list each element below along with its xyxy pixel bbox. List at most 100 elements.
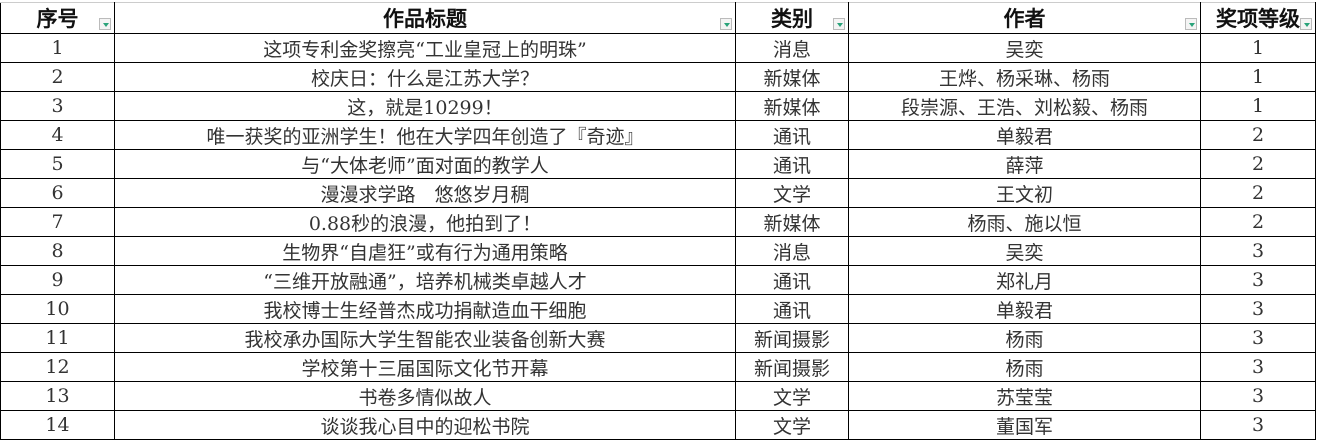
filter-dropdown-icon[interactable]	[833, 18, 845, 30]
cell-title[interactable]: 与“大体老师”面对面的教学人	[114, 149, 736, 179]
cell-title[interactable]: 校庆日：什么是江苏大学？	[114, 62, 736, 92]
table-row: 6 漫漫求学路 悠悠岁月稠 文学 王文初 2	[0, 178, 1316, 208]
cell-title[interactable]: 谈谈我心目中的迎松书院	[114, 410, 736, 440]
table-row: 3 这，就是10299！ 新媒体 段崇源、王浩、刘松毅、杨雨 1	[0, 91, 1316, 121]
cell-award-level[interactable]: 3	[1200, 323, 1316, 353]
cell-award-level[interactable]: 1	[1200, 62, 1316, 92]
table-row: 12 学校第十三届国际文化节开幕 新闻摄影 杨雨 3	[0, 352, 1316, 382]
cell-title[interactable]: 漫漫求学路 悠悠岁月稠	[114, 178, 736, 208]
cell-category[interactable]: 通讯	[735, 294, 849, 324]
awards-table: 序号 作品标题 类别 作者 奖项等级 1 这项专利金奖擦亮“工业皇冠上的明珠” 消息 吴奕 1 2…	[0, 2, 1316, 440]
cell-index[interactable]: 11	[0, 323, 115, 353]
table-row: 1 这项专利金奖擦亮“工业皇冠上的明珠” 消息 吴奕 1	[0, 33, 1316, 63]
cell-author[interactable]: 吴奕	[848, 33, 1201, 63]
cell-category[interactable]: 通讯	[735, 120, 849, 150]
cell-award-level[interactable]: 3	[1200, 294, 1316, 324]
header-label: 作者	[1003, 6, 1046, 31]
cell-title[interactable]: 生物界“自虐狂”或有行为通用策略	[114, 236, 736, 266]
cell-index[interactable]: 13	[0, 381, 115, 411]
header-label: 序号	[36, 6, 79, 31]
table-row: 2 校庆日：什么是江苏大学？ 新媒体 王烨、杨采琳、杨雨 1	[0, 62, 1316, 92]
filter-dropdown-icon[interactable]	[720, 18, 732, 30]
cell-author[interactable]: 段崇源、王浩、刘松毅、杨雨	[848, 91, 1201, 121]
cell-author[interactable]: 杨雨	[848, 323, 1201, 353]
header-title: 作品标题	[114, 2, 736, 34]
cell-author[interactable]: 董国军	[848, 410, 1201, 440]
filter-dropdown-icon[interactable]	[99, 18, 111, 30]
cell-index[interactable]: 4	[0, 120, 115, 150]
cell-award-level[interactable]: 2	[1200, 207, 1316, 237]
cell-index[interactable]: 9	[0, 265, 115, 295]
cell-author[interactable]: 苏莹莹	[848, 381, 1201, 411]
cell-award-level[interactable]: 2	[1200, 149, 1316, 179]
cell-award-level[interactable]: 2	[1200, 120, 1316, 150]
cell-author[interactable]: 杨雨	[848, 352, 1201, 382]
cell-award-level[interactable]: 3	[1200, 265, 1316, 295]
cell-author[interactable]: 单毅君	[848, 120, 1201, 150]
cell-award-level[interactable]: 3	[1200, 236, 1316, 266]
cell-index[interactable]: 7	[0, 207, 115, 237]
cell-author[interactable]: 王文初	[848, 178, 1201, 208]
cell-category[interactable]: 新媒体	[735, 207, 849, 237]
table-row: 11 我校承办国际大学生智能农业装备创新大赛 新闻摄影 杨雨 3	[0, 323, 1316, 353]
table-row: 8 生物界“自虐狂”或有行为通用策略 消息 吴奕 3	[0, 236, 1316, 266]
header-label: 奖项等级	[1216, 6, 1300, 31]
header-author: 作者	[848, 2, 1201, 34]
table-row: 4 唯一获奖的亚洲学生！他在大学四年创造了『奇迹』 通讯 单毅君 2	[0, 120, 1316, 150]
cell-award-level[interactable]: 2	[1200, 178, 1316, 208]
cell-author[interactable]: 吴奕	[848, 236, 1201, 266]
cell-title[interactable]: 我校博士生经普杰成功捐献造血干细胞	[114, 294, 736, 324]
cell-award-level[interactable]: 3	[1200, 410, 1316, 440]
cell-index[interactable]: 10	[0, 294, 115, 324]
cell-title[interactable]: 这项专利金奖擦亮“工业皇冠上的明珠”	[114, 33, 736, 63]
table-row: 7 0.88秒的浪漫，他拍到了！ 新媒体 杨雨、施以恒 2	[0, 207, 1316, 237]
filter-dropdown-icon[interactable]	[1185, 18, 1197, 30]
table-row: 5 与“大体老师”面对面的教学人 通讯 薛萍 2	[0, 149, 1316, 179]
header-award-level: 奖项等级	[1200, 2, 1316, 34]
cell-category[interactable]: 消息	[735, 33, 849, 63]
table-row: 9 “三维开放融通”，培养机械类卓越人才 通讯 郑礼月 3	[0, 265, 1316, 295]
table-row: 13 书卷多情似故人 文学 苏莹莹 3	[0, 381, 1316, 411]
cell-index[interactable]: 3	[0, 91, 115, 121]
filter-dropdown-icon[interactable]	[1300, 18, 1312, 30]
cell-category[interactable]: 文学	[735, 381, 849, 411]
cell-author[interactable]: 杨雨、施以恒	[848, 207, 1201, 237]
cell-index[interactable]: 8	[0, 236, 115, 266]
header-index: 序号	[0, 2, 115, 34]
header-label: 作品标题	[383, 6, 467, 31]
cell-category[interactable]: 新媒体	[735, 91, 849, 121]
cell-title[interactable]: 唯一获奖的亚洲学生！他在大学四年创造了『奇迹』	[114, 120, 736, 150]
cell-index[interactable]: 12	[0, 352, 115, 382]
header-label: 类别	[771, 6, 813, 31]
cell-award-level[interactable]: 3	[1200, 381, 1316, 411]
cell-index[interactable]: 1	[0, 33, 115, 63]
cell-category[interactable]: 新媒体	[735, 62, 849, 92]
cell-category[interactable]: 通讯	[735, 265, 849, 295]
cell-category[interactable]: 通讯	[735, 149, 849, 179]
cell-award-level[interactable]: 1	[1200, 91, 1316, 121]
cell-title[interactable]: 我校承办国际大学生智能农业装备创新大赛	[114, 323, 736, 353]
cell-index[interactable]: 5	[0, 149, 115, 179]
cell-index[interactable]: 6	[0, 178, 115, 208]
cell-award-level[interactable]: 1	[1200, 33, 1316, 63]
cell-author[interactable]: 薛萍	[848, 149, 1201, 179]
cell-index[interactable]: 14	[0, 410, 115, 440]
header-row: 序号 作品标题 类别 作者 奖项等级	[0, 2, 1316, 34]
cell-category[interactable]: 消息	[735, 236, 849, 266]
cell-title[interactable]: 书卷多情似故人	[114, 381, 736, 411]
table-row: 10 我校博士生经普杰成功捐献造血干细胞 通讯 单毅君 3	[0, 294, 1316, 324]
cell-category[interactable]: 新闻摄影	[735, 323, 849, 353]
cell-award-level[interactable]: 3	[1200, 352, 1316, 382]
cell-category[interactable]: 新闻摄影	[735, 352, 849, 382]
cell-index[interactable]: 2	[0, 62, 115, 92]
cell-category[interactable]: 文学	[735, 410, 849, 440]
cell-author[interactable]: 单毅君	[848, 294, 1201, 324]
cell-title[interactable]: 学校第十三届国际文化节开幕	[114, 352, 736, 382]
cell-title[interactable]: 0.88秒的浪漫，他拍到了！	[114, 207, 736, 237]
cell-title[interactable]: “三维开放融通”，培养机械类卓越人才	[114, 265, 736, 295]
table-row: 14 谈谈我心目中的迎松书院 文学 董国军 3	[0, 410, 1316, 440]
cell-title[interactable]: 这，就是10299！	[114, 91, 736, 121]
cell-author[interactable]: 郑礼月	[848, 265, 1201, 295]
cell-author[interactable]: 王烨、杨采琳、杨雨	[848, 62, 1201, 92]
cell-category[interactable]: 文学	[735, 178, 849, 208]
